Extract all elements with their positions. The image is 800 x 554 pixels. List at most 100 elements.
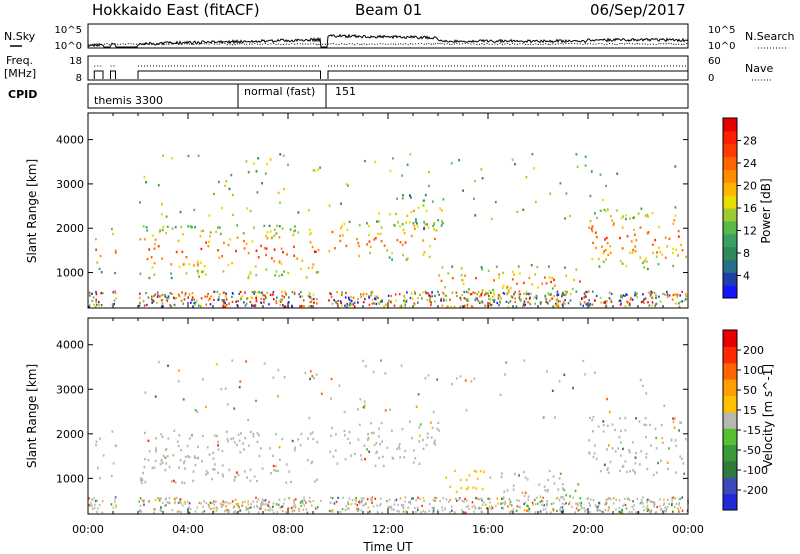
scatter-cell [93,303,95,306]
scatter-cell [311,298,313,301]
scatter-cell [414,303,417,306]
scatter-cell [307,294,309,298]
scatter-cell [415,510,417,513]
echo-cell [378,427,380,430]
echo-cell [593,452,596,455]
nsky-panel: N.Sky 10^5 10^0 10^5 10^0 N.Search [4,23,795,52]
echo-cell [293,254,296,257]
scatter-cell [444,508,446,511]
scatter-cell [420,511,422,514]
echo-cell [607,471,610,474]
echo-cell [256,191,259,194]
scatter-cell [493,298,496,302]
echo-cell [314,169,316,172]
echo-cell [588,226,591,229]
scatter-cell [561,303,564,306]
echo-cell [422,447,425,450]
scatter-cell [519,506,521,509]
echo-cell [242,442,244,445]
echo-cell [170,272,172,275]
scatter-cell [626,300,628,303]
echo-cell [595,457,598,461]
scatter-cell [583,301,586,304]
echo-cell [404,449,407,453]
scatter-cell [643,298,645,301]
echo-cell [468,288,470,291]
echo-cell [396,239,399,242]
scatter-cell [445,498,448,501]
echo-cell [399,456,402,459]
scatter-cell [580,504,582,507]
scatter-cell [390,505,393,508]
echo-cell [483,470,485,473]
echo-cell [194,463,197,467]
echo-cell [633,228,635,231]
scatter-cell [272,298,275,301]
scatter-cell [588,299,590,302]
echo-cell [289,228,292,231]
scatter-cell [443,293,445,296]
scatter-cell [160,497,162,500]
echo-cell [257,157,260,160]
scatter-cell [272,502,275,505]
scatter-cell [183,500,186,503]
echo-cell [436,378,439,381]
scatter-cell [360,296,362,299]
scatter-cell [280,505,283,508]
scatter-cell [668,294,671,297]
echo-cell [183,481,186,485]
echo-cell [422,204,425,207]
scatter-cell [222,504,224,507]
scatter-cell [187,296,189,299]
colorbar-swatch [723,259,737,273]
echo-cell [305,276,308,279]
echo-cell [247,170,250,174]
echo-cell [573,278,575,282]
echo-cell [232,213,234,217]
echo-cell [367,437,370,440]
scatter-cell [254,290,256,293]
echo-cell [231,359,234,362]
echo-cell [426,436,429,439]
echo-cell [475,276,477,280]
echo-cell [672,222,675,225]
scatter-cell [375,295,378,298]
scatter-cell [594,299,596,302]
scatter-cell [171,292,173,295]
echo-cell [236,224,239,227]
scatter-cell [246,297,248,300]
echo-cell [383,244,386,247]
echo-cell [668,447,670,450]
scatter-cell [183,298,186,301]
scatter-cell [432,510,435,513]
scatter-cell [154,293,157,296]
echo-cell [247,418,249,422]
scatter-cell [239,298,242,301]
echo-cell [399,241,402,244]
scatter-cell [193,302,195,305]
scatter-cell [488,294,490,298]
echo-cell [199,234,202,238]
echo-cell [447,272,450,275]
echo-cell [417,393,420,396]
echo-cell [208,453,211,456]
scatter-cell [665,509,668,512]
colorbar-swatch [723,362,737,380]
echo-cell [205,241,207,244]
nsky-tick-bottom: 10^0 [55,41,82,52]
echo-cell [401,427,404,431]
echo-cell [283,270,285,273]
scatter-cell [344,304,346,307]
echo-cell [522,470,525,474]
scatter-cell [171,509,174,512]
scatter-cell [256,506,259,509]
scatter-cell [436,509,439,512]
scatter-cell [224,305,226,308]
scatter-cell [608,497,611,500]
echo-cell [584,373,587,376]
scatter-cell [211,502,214,505]
echo-cell [514,472,516,476]
echo-cell [423,227,425,231]
echo-cell [429,421,432,424]
scatter-cell [461,509,463,512]
